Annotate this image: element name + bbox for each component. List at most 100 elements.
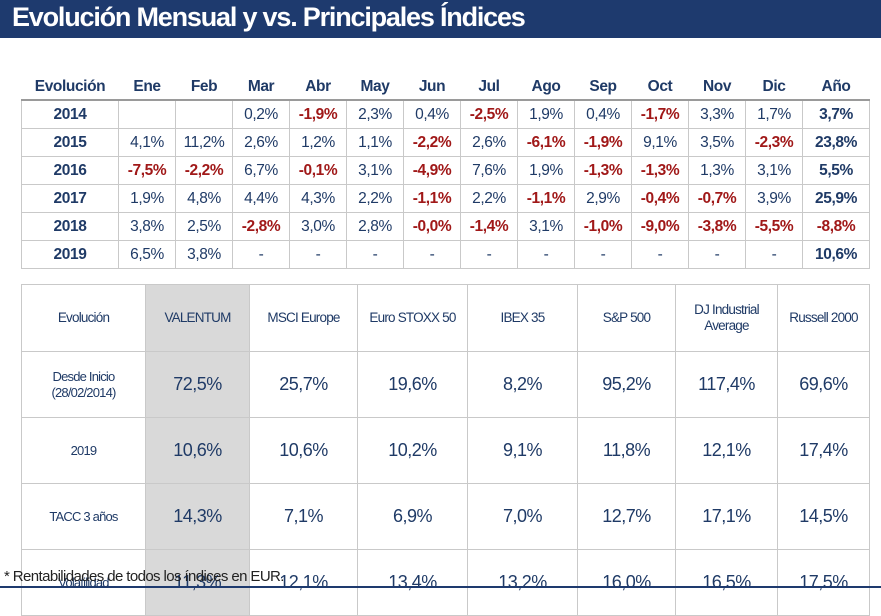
- index-value-cell: 17,4%: [777, 417, 870, 484]
- monthly-return-cell: 2,9%: [574, 184, 632, 213]
- monthly-return-cell: 1,9%: [517, 156, 575, 185]
- index-value-cell: 16,5%: [675, 549, 778, 616]
- monthly-return-cell: 0,4%: [574, 99, 632, 129]
- monthly-row-2017: 2017 1,9% 4,8% 4,4% 4,3% 2,2% -1,1% 2,2% -1,1% 2,…: [21, 184, 870, 213]
- monthly-return-cell: -2,3%: [745, 128, 803, 157]
- monthly-return-cell: -: [232, 240, 290, 269]
- year-label: 2015: [21, 128, 119, 157]
- index-value-cell: 16,0%: [577, 549, 676, 616]
- footnote: * Rentabilidades de todos los índices en…: [4, 568, 284, 585]
- index-row: 2019 10,6% 10,6% 10,2% 9,1% 11,8% 12,1% 17,4%: [21, 417, 870, 484]
- year-label: 2018: [21, 212, 119, 241]
- monthly-return-cell: -2,2%: [403, 128, 461, 157]
- monthly-return-cell: -9,0%: [631, 212, 689, 241]
- index-row-label: TACC 3 años: [21, 483, 146, 550]
- monthly-return-cell: 1,3%: [688, 156, 746, 185]
- monthly-return-cell: -1,4%: [460, 212, 518, 241]
- monthly-return-cell: 0,2%: [232, 99, 290, 129]
- monthly-return-cell: -: [517, 240, 575, 269]
- monthly-return-cell: 2,8%: [346, 212, 404, 241]
- annual-return-cell: 5,5%: [802, 156, 870, 185]
- annual-return-cell: -8,8%: [802, 212, 870, 241]
- monthly-return-cell: 3,5%: [688, 128, 746, 157]
- monthly-return-cell: -5,5%: [745, 212, 803, 241]
- index-value-cell: 9,1%: [467, 417, 578, 484]
- monthly-header-oct: Oct: [631, 75, 689, 101]
- monthly-return-cell: -: [745, 240, 803, 269]
- monthly-return-cell: 2,3%: [346, 99, 404, 129]
- index-header: S&P 500: [577, 284, 676, 352]
- monthly-header-jun: Jun: [403, 75, 461, 101]
- index-value-cell: 12,7%: [577, 483, 676, 550]
- monthly-header-mar: Mar: [232, 75, 290, 101]
- monthly-return-cell: 2,2%: [346, 184, 404, 213]
- monthly-row-2016: 2016 -7,5% -2,2% 6,7% -0,1% 3,1% -4,9% 7,6% 1,9%…: [21, 156, 870, 185]
- monthly-header-ene: Ene: [118, 75, 176, 101]
- monthly-return-cell: [118, 99, 176, 129]
- index-value-cell: 17,1%: [675, 483, 778, 550]
- valentum-value-cell: 10,6%: [145, 417, 250, 484]
- monthly-return-cell: 3,0%: [289, 212, 347, 241]
- monthly-return-cell: 1,9%: [118, 184, 176, 213]
- monthly-return-cell: -1,0%: [574, 212, 632, 241]
- monthly-return-cell: 3,1%: [517, 212, 575, 241]
- monthly-row-2015: 2015 4,1% 11,2% 2,6% 1,2% 1,1% -2,2% 2,6% -6,1% -…: [21, 128, 870, 157]
- annual-return-cell: 23,8%: [802, 128, 870, 157]
- index-value-cell: 19,6%: [357, 351, 468, 418]
- monthly-return-cell: -3,8%: [688, 212, 746, 241]
- year-label: 2019: [21, 240, 119, 269]
- monthly-header-may: May: [346, 75, 404, 101]
- monthly-return-cell: -0,4%: [631, 184, 689, 213]
- monthly-return-cell: -: [289, 240, 347, 269]
- monthly-header-ago: Ago: [517, 75, 575, 101]
- monthly-return-cell: -2,2%: [175, 156, 233, 185]
- index-value-cell: 11,8%: [577, 417, 676, 484]
- monthly-return-cell: 1,7%: [745, 99, 803, 129]
- page-title: Evolución Mensual y vs. Principales Índi…: [12, 2, 526, 32]
- monthly-return-cell: 2,6%: [232, 128, 290, 157]
- monthly-return-cell: 2,5%: [175, 212, 233, 241]
- monthly-return-cell: -: [346, 240, 404, 269]
- monthly-return-cell: -0,7%: [688, 184, 746, 213]
- annual-return-cell: 25,9%: [802, 184, 870, 213]
- monthly-header-año: Año: [802, 75, 870, 101]
- index-value-cell: 10,6%: [249, 417, 358, 484]
- monthly-return-cell: -1,7%: [631, 99, 689, 129]
- index-header: Euro STOXX 50: [357, 284, 468, 352]
- monthly-returns-table: Evolución Ene Feb Mar Abr May Jun Jul Ago Sep Oct N…: [21, 75, 870, 269]
- index-value-cell: 6,9%: [357, 483, 468, 550]
- monthly-row-2019: 2019 6,5% 3,8% - - - - - - - - - -10,6%: [21, 240, 870, 269]
- index-comparison-table: Evolución VALENTUM MSCI Europe Euro STOXX 5…: [21, 284, 870, 616]
- monthly-row-2014: 2014 0,2% -1,9% 2,3% 0,4% -2,5% 1,9% 0,4% -1,7% 3…: [21, 99, 870, 129]
- monthly-header-dic: Dic: [745, 75, 803, 101]
- monthly-return-cell: -1,9%: [289, 99, 347, 129]
- monthly-header-abr: Abr: [289, 75, 347, 101]
- monthly-return-cell: 3,1%: [745, 156, 803, 185]
- monthly-return-cell: -1,1%: [403, 184, 461, 213]
- index-value-cell: 12,1%: [675, 417, 778, 484]
- monthly-return-cell: [175, 99, 233, 129]
- monthly-return-cell: 4,8%: [175, 184, 233, 213]
- monthly-return-cell: 3,8%: [175, 240, 233, 269]
- monthly-return-cell: 3,1%: [346, 156, 404, 185]
- year-label: 2017: [21, 184, 119, 213]
- index-value-cell: 117,4%: [675, 351, 778, 418]
- monthly-return-cell: -7,5%: [118, 156, 176, 185]
- valentum-value-cell: 14,3%: [145, 483, 250, 550]
- monthly-return-cell: -1,3%: [574, 156, 632, 185]
- monthly-row-2018: 2018 3,8% 2,5% -2,8% 3,0% 2,8% -0,0% -1,4% 3,1% -…: [21, 212, 870, 241]
- monthly-return-cell: -: [688, 240, 746, 269]
- monthly-return-cell: 1,2%: [289, 128, 347, 157]
- year-label: 2016: [21, 156, 119, 185]
- index-value-cell: 8,2%: [467, 351, 578, 418]
- monthly-return-cell: -0,1%: [289, 156, 347, 185]
- monthly-header-nov: Nov: [688, 75, 746, 101]
- monthly-return-cell: -2,5%: [460, 99, 518, 129]
- index-value-cell: 95,2%: [577, 351, 676, 418]
- year-label: 2014: [21, 99, 119, 129]
- monthly-header-feb: Feb: [175, 75, 233, 101]
- monthly-return-cell: 9,1%: [631, 128, 689, 157]
- monthly-return-cell: 4,3%: [289, 184, 347, 213]
- annual-return-cell: 3,7%: [802, 99, 870, 129]
- monthly-header-evolucion: Evolución: [21, 75, 119, 101]
